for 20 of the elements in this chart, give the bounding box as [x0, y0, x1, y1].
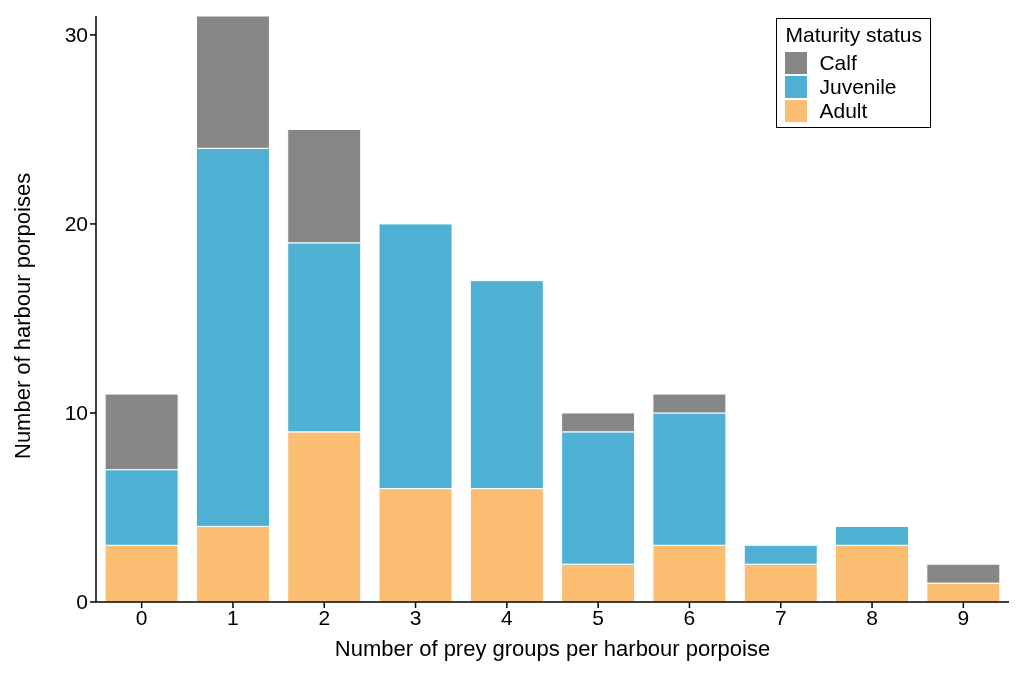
legend-label: Adult	[819, 99, 868, 123]
legend-title: Maturity status	[785, 23, 922, 47]
legend-label: Juvenile	[819, 75, 897, 99]
x-tick-label: 3	[409, 605, 422, 629]
x-tick-label: 9	[957, 605, 970, 629]
x-tick-label: 8	[866, 605, 878, 629]
y-tick-label: 10	[64, 401, 88, 425]
x-tick-label: 5	[592, 605, 604, 629]
x-tick-label: 2	[318, 605, 331, 629]
y-axis-title: Number of harbour porpoises	[9, 172, 35, 459]
x-tick-label: 7	[774, 605, 787, 629]
x-tick-label: 1	[227, 605, 239, 629]
x-tick-label: 0	[135, 605, 148, 629]
x-tick-label: 4	[501, 605, 514, 629]
y-tick-label: 30	[64, 23, 88, 47]
x-tick-label: 6	[683, 605, 696, 629]
y-tick-label: 0	[76, 590, 88, 614]
x-axis-title: Number of prey groups per harbour porpoise	[334, 636, 771, 661]
legend-label: Calf	[819, 51, 857, 75]
y-tick-label: 20	[64, 212, 88, 236]
